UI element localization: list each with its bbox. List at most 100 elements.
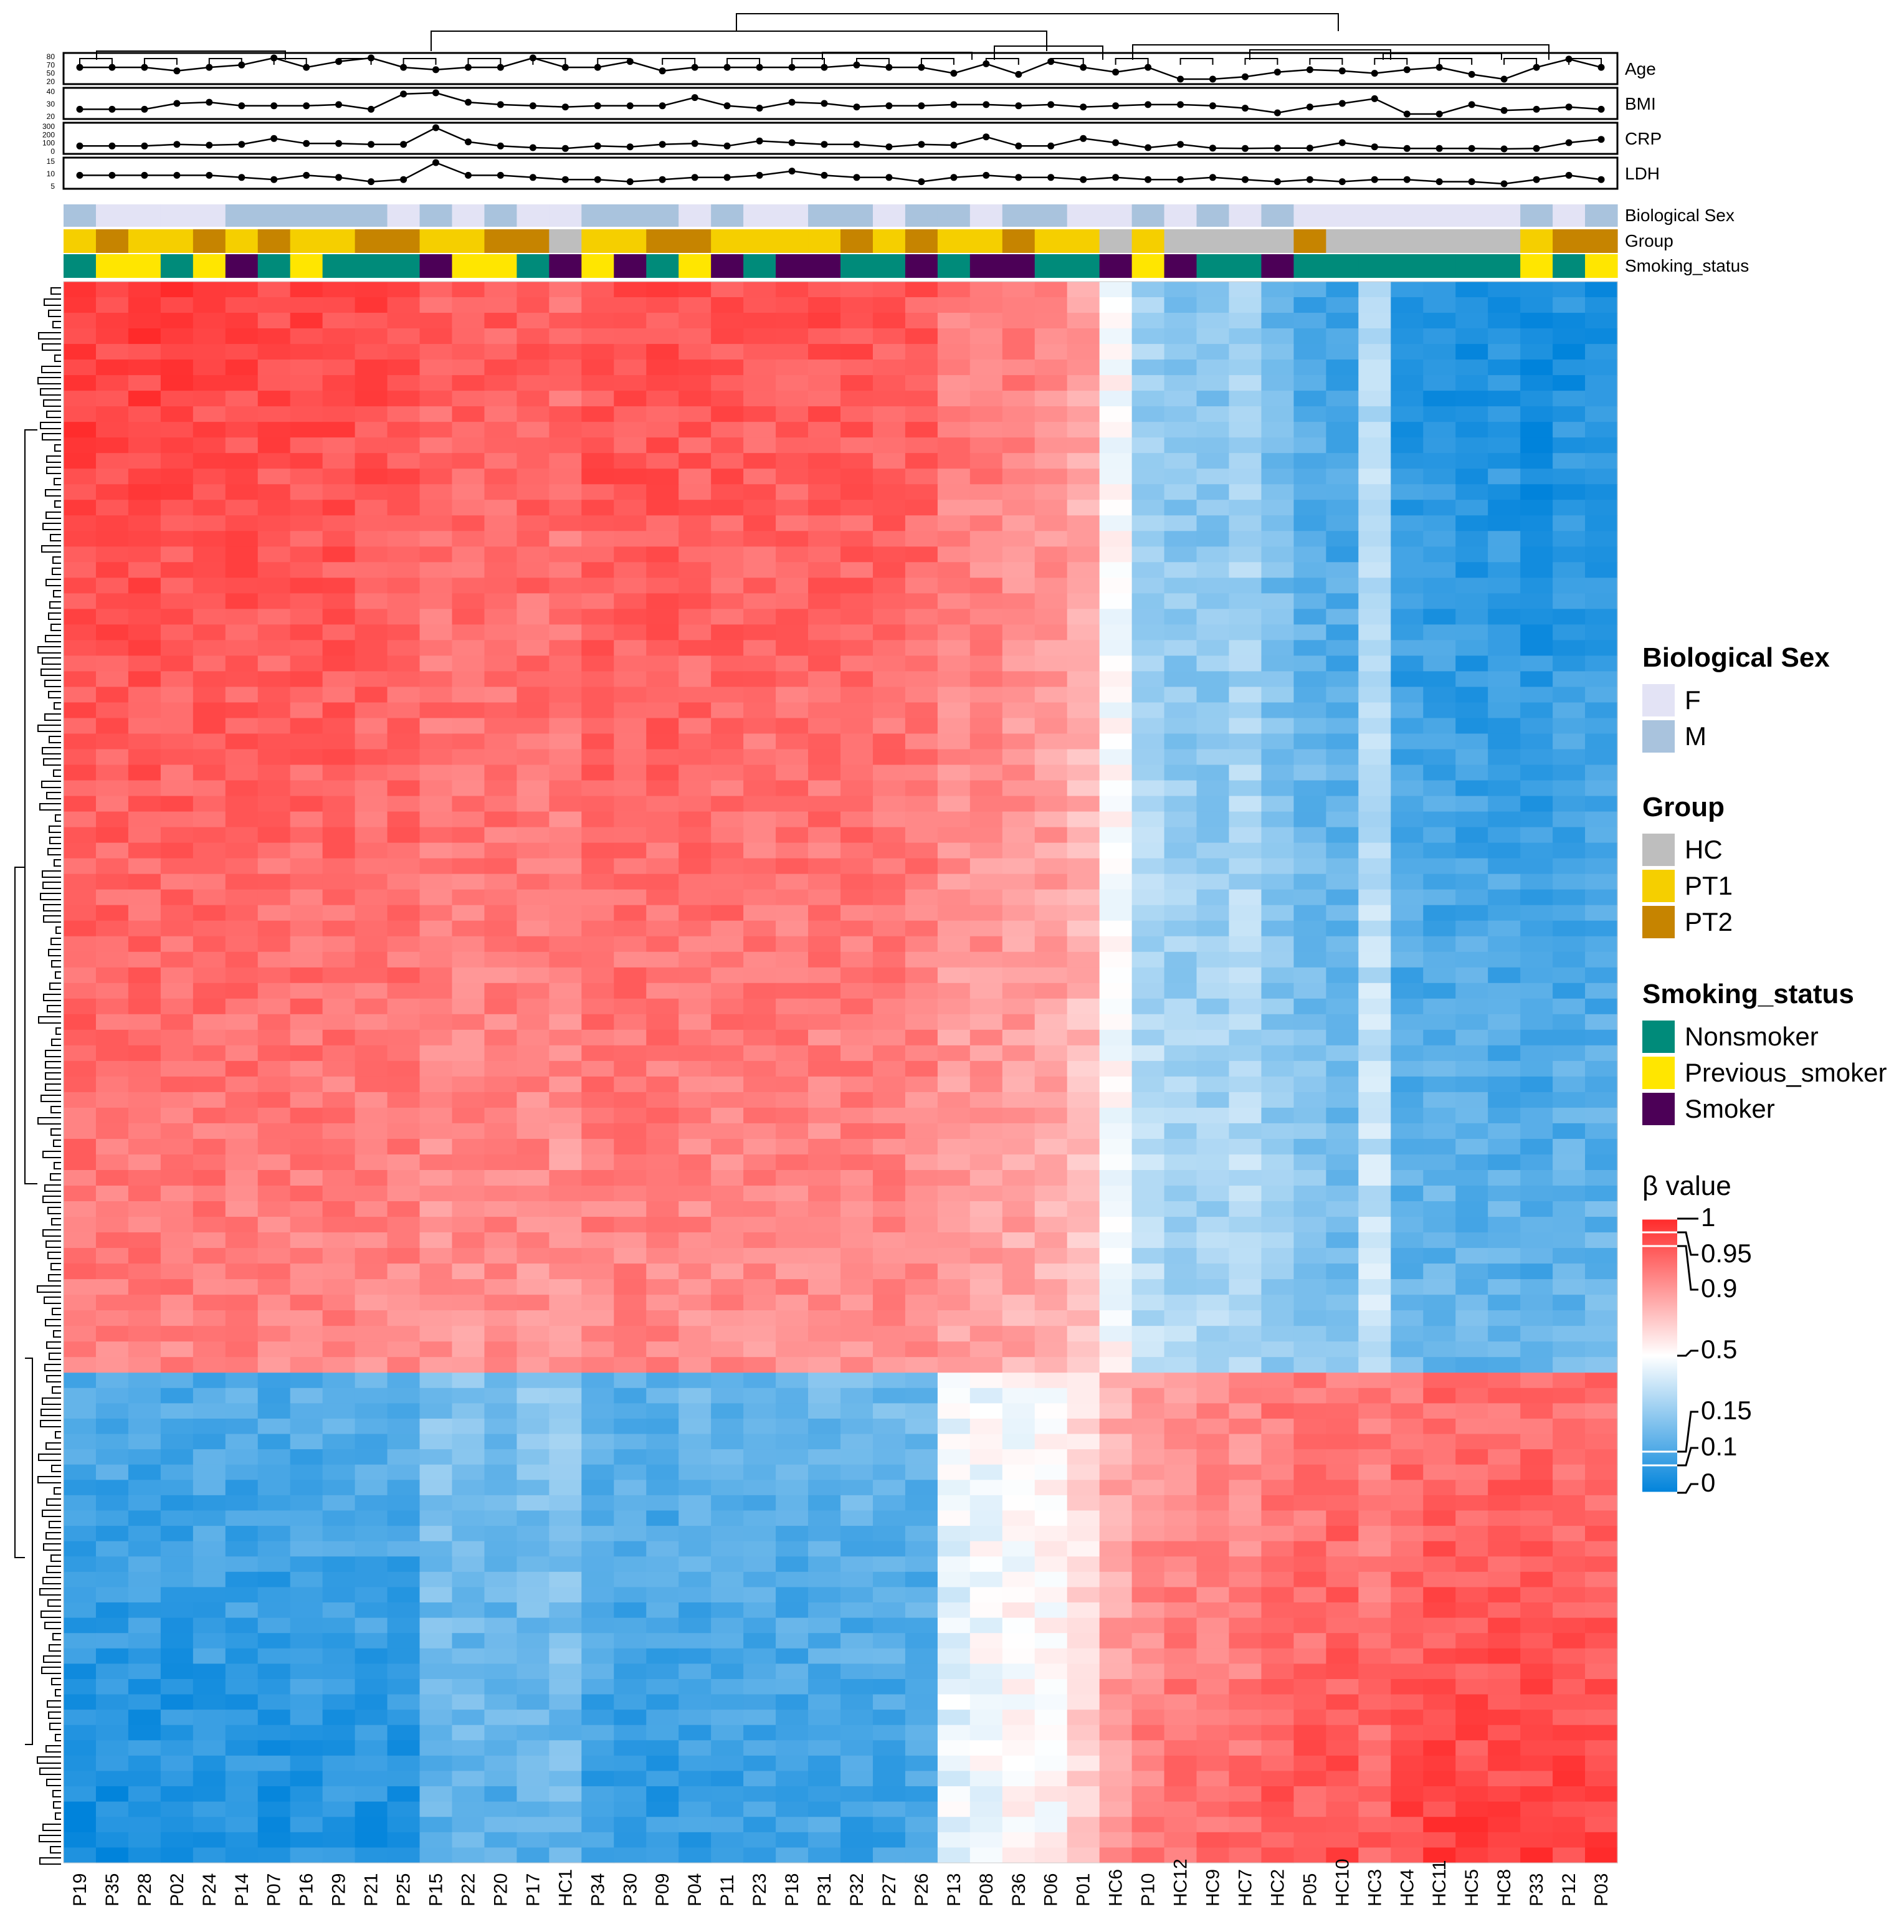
heatmap-cell xyxy=(322,593,356,609)
heatmap-cell xyxy=(678,889,712,906)
heatmap-cell xyxy=(355,1740,388,1756)
heatmap-cell xyxy=(646,936,679,953)
heatmap-cell xyxy=(355,1617,388,1634)
heatmap-cell xyxy=(193,500,226,516)
heatmap-cell xyxy=(64,1541,97,1557)
track-point xyxy=(1242,105,1249,112)
heatmap-cell xyxy=(1358,1092,1391,1108)
heatmap-cell xyxy=(646,578,679,594)
heatmap-cell xyxy=(193,1648,226,1664)
heatmap-cell xyxy=(743,1387,776,1404)
track-point xyxy=(206,98,213,106)
heatmap-cell xyxy=(95,827,129,844)
heatmap-cell xyxy=(419,1556,453,1573)
heatmap-cell xyxy=(257,1092,291,1108)
heatmap-cell xyxy=(840,905,873,921)
heatmap-cell xyxy=(516,546,550,563)
heatmap-cell xyxy=(1488,1326,1521,1342)
heatmap-cell xyxy=(678,1263,712,1280)
heatmap-cell xyxy=(614,1678,647,1695)
track-point xyxy=(1597,105,1605,113)
heatmap-cell xyxy=(711,1045,744,1062)
heatmap-cell xyxy=(95,1387,129,1404)
heatmap-cell xyxy=(1326,1480,1359,1496)
dendrogram-leaf xyxy=(791,58,825,65)
heatmap-cell xyxy=(840,1217,873,1233)
heatmap-cell xyxy=(646,297,679,313)
heatmap-cell xyxy=(516,422,550,438)
heatmap-cell xyxy=(808,1341,841,1358)
heatmap-cell xyxy=(95,1663,129,1680)
heatmap-cell xyxy=(1455,1587,1488,1603)
heatmap-cell xyxy=(1261,983,1295,999)
heatmap-cell xyxy=(419,1725,453,1741)
heatmap-cell xyxy=(419,640,453,657)
heatmap-cell xyxy=(64,655,97,672)
heatmap-cell xyxy=(872,1248,906,1264)
heatmap-cell xyxy=(840,889,873,906)
heatmap-cell xyxy=(516,531,550,547)
heatmap-cell xyxy=(387,967,421,984)
heatmap-cell xyxy=(484,1725,518,1741)
heatmap-cell xyxy=(1358,967,1391,984)
heatmap-cell xyxy=(808,951,841,968)
heatmap-cell xyxy=(1261,1434,1295,1450)
heatmap-cell xyxy=(1585,655,1618,672)
track-point xyxy=(335,101,343,108)
heatmap-cell xyxy=(1261,749,1295,766)
annotation-cell-biological-sex xyxy=(549,204,582,227)
heatmap-cell xyxy=(711,827,744,844)
heatmap-cell xyxy=(355,655,388,672)
heatmap-cell xyxy=(1229,1092,1262,1108)
heatmap-cell xyxy=(160,827,194,844)
heatmap-cell xyxy=(1034,1678,1068,1695)
heatmap-cell xyxy=(678,733,712,750)
heatmap-cell xyxy=(1553,1418,1586,1435)
heatmap-cell xyxy=(95,422,129,438)
heatmap-cell xyxy=(355,593,388,609)
annotation-label: Biological Sex xyxy=(1625,206,1735,225)
heatmap-cell xyxy=(1326,749,1359,766)
heatmap-cell xyxy=(1391,1060,1424,1077)
heatmap-cell xyxy=(1229,718,1262,735)
heatmap-cell xyxy=(128,671,161,688)
heatmap-cell xyxy=(484,873,518,890)
heatmap-cell xyxy=(516,1107,550,1124)
heatmap-cell xyxy=(743,1633,776,1649)
heatmap-cell xyxy=(95,313,129,329)
heatmap-cell xyxy=(1326,1663,1359,1680)
heatmap-cell xyxy=(614,905,647,921)
heatmap-cell xyxy=(581,1076,614,1093)
heatmap-cell xyxy=(64,1495,97,1511)
heatmap-cell xyxy=(776,515,809,531)
heatmap-cell xyxy=(452,796,485,812)
heatmap-cell xyxy=(1034,624,1068,640)
heatmap-cell xyxy=(516,1232,550,1249)
heatmap-cell xyxy=(225,1495,259,1511)
heatmap-cell xyxy=(1196,1495,1230,1511)
heatmap-cell xyxy=(549,1571,582,1588)
heatmap-cell xyxy=(1067,1418,1100,1435)
heatmap-cell xyxy=(355,484,388,500)
heatmap-cell xyxy=(840,313,873,329)
heatmap-cell xyxy=(646,1045,679,1062)
heatmap-cell xyxy=(1131,578,1165,594)
heatmap-cell xyxy=(1455,1248,1488,1264)
heatmap-cell xyxy=(1099,1357,1133,1373)
annotation-cell-group xyxy=(1131,229,1165,253)
heatmap-cell xyxy=(290,1633,323,1649)
heatmap-cell xyxy=(160,1217,194,1233)
heatmap-cell xyxy=(1099,1480,1133,1496)
heatmap-cell xyxy=(225,936,259,953)
heatmap-cell xyxy=(128,1648,161,1664)
heatmap-cell xyxy=(516,842,550,859)
heatmap-cell xyxy=(743,905,776,921)
heatmap-cell xyxy=(1131,1169,1165,1186)
heatmap-cell xyxy=(614,749,647,766)
heatmap-cell xyxy=(1164,344,1197,360)
heatmap-cell xyxy=(711,749,744,766)
heatmap-cell xyxy=(1002,951,1035,968)
heatmap-cell xyxy=(160,1123,194,1140)
heatmap-cell xyxy=(1034,1633,1068,1649)
heatmap-cell xyxy=(516,453,550,469)
